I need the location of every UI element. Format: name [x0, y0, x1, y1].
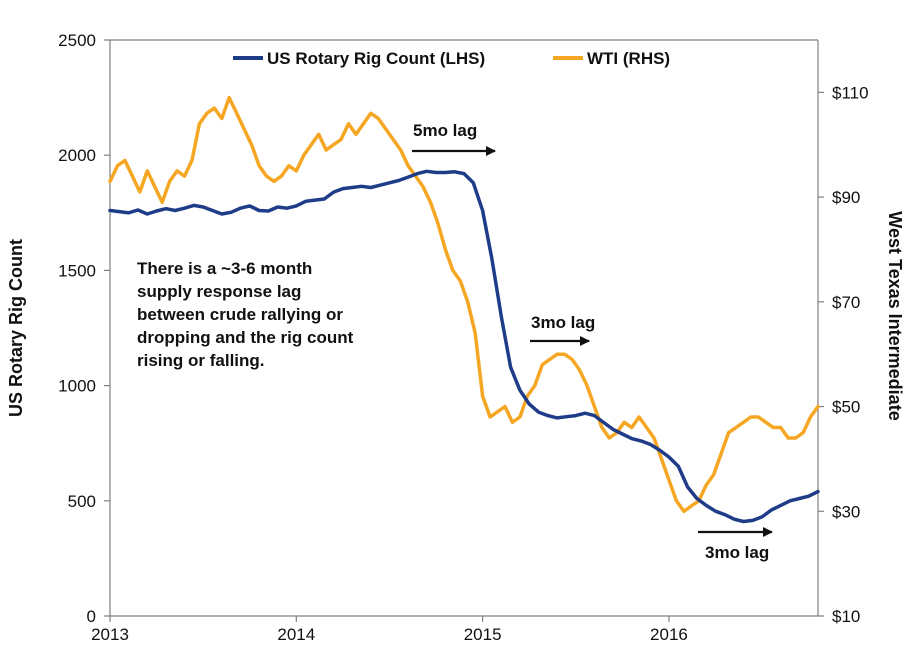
right-y-axis-title: West Texas Intermediate — [885, 211, 905, 420]
right-tick-label: $10 — [832, 607, 860, 626]
x-ticks: 2013 2014 2015 2016 — [91, 616, 688, 644]
annotation-note-line: between crude rallying or — [137, 305, 343, 324]
annotation-lag-3mo-2016: 3mo lag — [705, 543, 769, 562]
left-tick-label: 0 — [87, 607, 96, 626]
annotation-note-line: rising or falling. — [137, 351, 265, 370]
annotation-lag-5mo: 5mo lag — [413, 121, 477, 140]
legend: US Rotary Rig Count (LHS) WTI (RHS) — [233, 49, 670, 68]
series-line-wti — [108, 95, 820, 514]
x-tick-label: 2015 — [464, 625, 502, 644]
left-tick-label: 2000 — [58, 146, 96, 165]
left-tick-label: 2500 — [58, 31, 96, 50]
left-tick-label: 1000 — [58, 377, 96, 396]
annotations: There is a ~3-6 month supply response lag… — [137, 121, 773, 562]
annotation-note-line: supply response lag — [137, 282, 301, 301]
series-layer — [108, 95, 820, 524]
annotation-note: There is a ~3-6 month supply response lag… — [137, 259, 354, 370]
left-y-ticks: 0 500 1000 1500 2000 2500 — [58, 31, 110, 626]
right-y-ticks: $10 $30 $50 $70 $90 $110 — [818, 83, 869, 626]
right-tick-label: $90 — [832, 188, 860, 207]
left-y-axis-title: US Rotary Rig Count — [6, 239, 26, 417]
axes — [109, 39, 819, 617]
right-tick-label: $30 — [832, 502, 860, 521]
x-tick-label: 2016 — [650, 625, 688, 644]
x-tick-label: 2013 — [91, 625, 129, 644]
legend-label-wti: WTI (RHS) — [587, 49, 670, 68]
right-tick-label: $70 — [832, 293, 860, 312]
annotation-note-line: dropping and the rig count — [137, 328, 354, 347]
legend-label-rig: US Rotary Rig Count (LHS) — [267, 49, 485, 68]
right-tick-label: $50 — [832, 398, 860, 417]
series-line-rig-count — [108, 169, 820, 524]
left-tick-label: 1500 — [58, 261, 96, 280]
left-tick-label: 500 — [68, 492, 96, 511]
x-tick-label: 2014 — [277, 625, 315, 644]
annotation-note-line: There is a ~3-6 month — [137, 259, 312, 278]
right-tick-label: $110 — [832, 83, 869, 102]
annotation-lag-3mo-2015: 3mo lag — [531, 313, 595, 332]
